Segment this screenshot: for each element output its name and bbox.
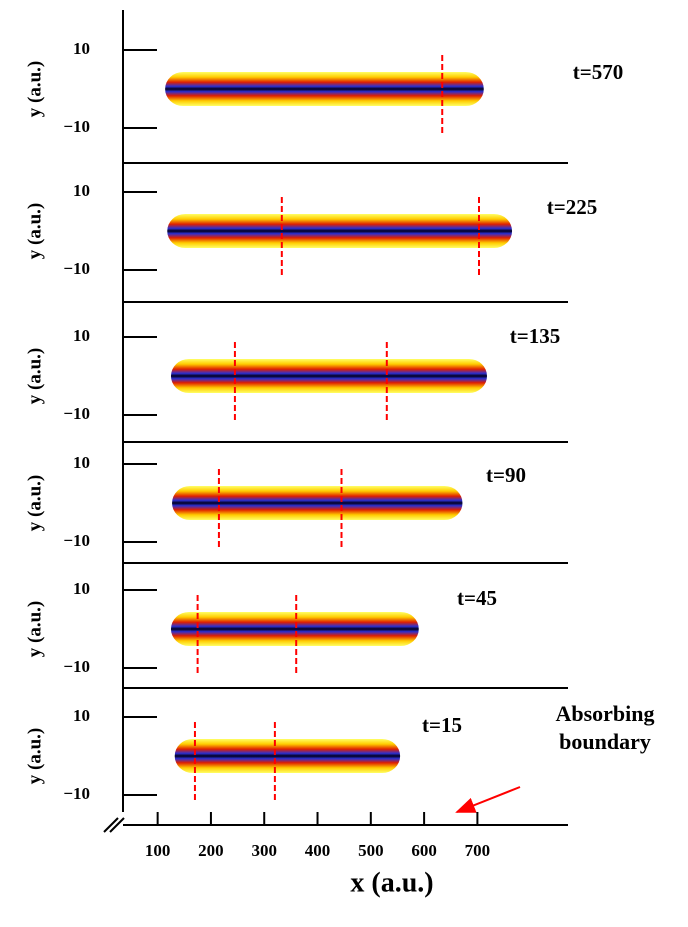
panel-label: t=135 bbox=[510, 324, 560, 348]
y-tick-label: −10 bbox=[63, 657, 90, 676]
y-tick-label: −10 bbox=[63, 117, 90, 136]
panel-label: t=15 bbox=[422, 713, 462, 737]
y-axis-label: y (a.u.) bbox=[24, 601, 45, 657]
x-tick-label: 500 bbox=[358, 841, 384, 860]
wave-packet bbox=[170, 359, 487, 393]
x-axis-label: x (a.u.) bbox=[350, 867, 433, 898]
annotation: Absorbing boundary bbox=[555, 701, 654, 754]
annotation-arrow bbox=[455, 786, 521, 813]
y-tick-label: −10 bbox=[63, 531, 90, 550]
x-tick-label: 300 bbox=[251, 841, 277, 860]
panel-label: t=90 bbox=[486, 463, 526, 487]
y-tick-label: −10 bbox=[63, 404, 90, 423]
panel-label: t=45 bbox=[457, 586, 497, 610]
wave-packet bbox=[174, 739, 401, 773]
y-tick-label: 10 bbox=[73, 706, 90, 725]
y-tick-label: −10 bbox=[63, 259, 90, 278]
y-axis-label: y (a.u.) bbox=[24, 203, 45, 259]
y-axis-label: y (a.u.) bbox=[24, 348, 45, 404]
x-tick-label: 600 bbox=[411, 841, 437, 860]
y-tick-label: 10 bbox=[73, 453, 90, 472]
wave-packet bbox=[167, 214, 513, 248]
y-axis-label: y (a.u.) bbox=[24, 475, 45, 531]
x-tick-label: 700 bbox=[465, 841, 491, 860]
y-axis-label: y (a.u.) bbox=[24, 61, 45, 117]
x-tick-label: 100 bbox=[145, 841, 171, 860]
wave-packet bbox=[165, 72, 484, 106]
y-tick-label: 10 bbox=[73, 181, 90, 200]
y-axis-label: y (a.u.) bbox=[24, 728, 45, 784]
wave-packet bbox=[172, 486, 463, 520]
y-tick-label: 10 bbox=[73, 326, 90, 345]
x-tick-label: 200 bbox=[198, 841, 224, 860]
y-tick-label: −10 bbox=[63, 784, 90, 803]
y-tick-label: 10 bbox=[73, 579, 90, 598]
panel-label: t=570 bbox=[573, 60, 623, 84]
axis-break bbox=[109, 817, 125, 833]
y-tick-label: 10 bbox=[73, 39, 90, 58]
axis-break bbox=[103, 817, 119, 833]
wave-packet bbox=[170, 612, 419, 646]
panel-label: t=225 bbox=[547, 195, 597, 219]
x-tick-label: 400 bbox=[305, 841, 331, 860]
